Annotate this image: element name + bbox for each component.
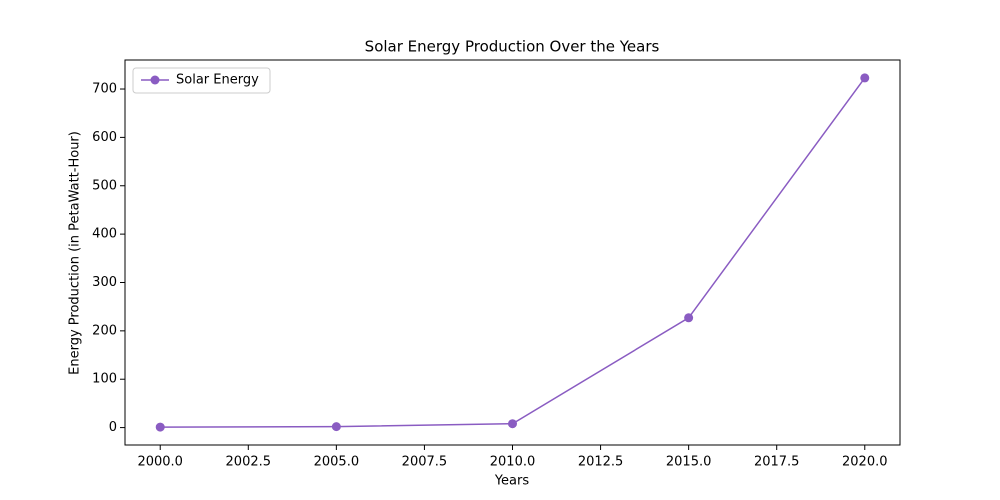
- y-tick-label: 400: [92, 227, 117, 242]
- x-tick-label: 2015.0: [666, 455, 712, 470]
- y-tick-label: 600: [92, 130, 117, 145]
- y-axis-label: Energy Production (in PetaWatt-Hour): [68, 131, 83, 375]
- x-tick-label: 2017.5: [754, 455, 800, 470]
- x-tick-label: 2005.0: [314, 455, 360, 470]
- data-point: [684, 313, 694, 323]
- data-line: [160, 77, 866, 428]
- y-tick-label: 700: [92, 82, 117, 97]
- y-tick-label: 0: [109, 420, 117, 435]
- x-axis-label: Years: [494, 474, 530, 489]
- x-tick-label: 2002.5: [226, 455, 272, 470]
- chart-title: Solar Energy Production Over the Years: [365, 38, 660, 56]
- legend-label: Solar Energy: [176, 73, 259, 88]
- y-tick-label: 100: [92, 372, 117, 387]
- x-tick-label: 2020.0: [842, 455, 888, 470]
- legend-marker: [150, 75, 160, 85]
- y-tick-label: 500: [92, 178, 117, 193]
- x-tick-label: 2000.0: [137, 455, 183, 470]
- data-point: [508, 419, 517, 429]
- plot-frame: [124, 59, 901, 446]
- y-tick-label: 200: [92, 323, 117, 338]
- x-tick-label: 2007.5: [402, 455, 448, 470]
- x-tick-label: 2010.0: [490, 455, 536, 470]
- legend-box: [132, 67, 271, 94]
- data-point: [155, 422, 165, 432]
- data-point: [860, 73, 870, 83]
- x-tick-label: 2012.5: [578, 455, 624, 470]
- data-point: [331, 422, 341, 432]
- y-tick-label: 300: [92, 275, 117, 290]
